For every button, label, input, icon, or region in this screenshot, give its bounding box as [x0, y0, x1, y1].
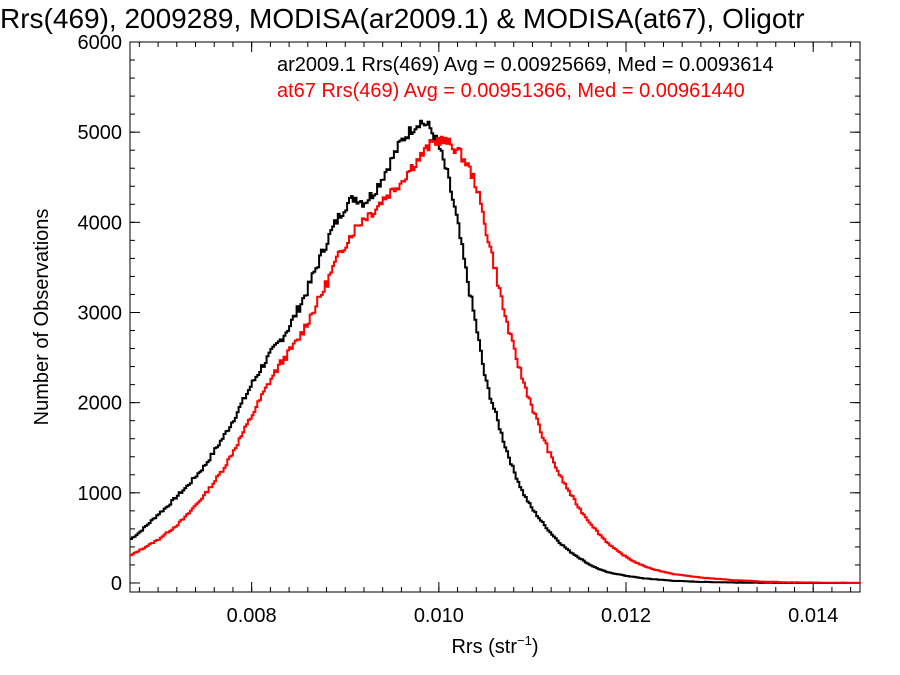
y-tick-label: 1000 — [78, 483, 123, 505]
y-tick-label: 5000 — [78, 122, 123, 144]
y-tick-label: 3000 — [78, 302, 123, 324]
data-series — [130, 119, 861, 584]
x-tick-label: 0.008 — [227, 605, 277, 627]
chart-title: Rrs(469), 2009289, MODISA(ar2009.1) & MO… — [0, 3, 805, 34]
legend-entry-1: at67 Rrs(469) Avg = 0.00951366, Med = 0.… — [277, 80, 745, 102]
legend: ar2009.1 Rrs(469) Avg = 0.00925669, Med … — [277, 54, 774, 102]
series-line-1 — [130, 135, 861, 584]
y-tick-label: 4000 — [78, 212, 123, 234]
x-tick-label: 0.014 — [788, 605, 838, 627]
plot-axes — [129, 41, 861, 593]
y-tick-label: 0 — [111, 573, 122, 595]
y-axis-label: Number of Observations — [31, 209, 53, 426]
tick-labels: 0.008 0.010 0.012 0.014 0 1000 2000 3000 4000 500… — [78, 32, 839, 627]
y-tick-label: 2000 — [78, 393, 123, 415]
x-tick-label: 0.010 — [414, 605, 464, 627]
axis-labels: Rrs (str−1) Number of Observations — [31, 209, 539, 658]
plot-frame — [129, 41, 861, 593]
x-axis-label: Rrs (str−1) — [451, 633, 538, 658]
y-tick-label: 6000 — [78, 32, 123, 54]
x-tick-label: 0.012 — [601, 605, 651, 627]
legend-entry-0: ar2009.1 Rrs(469) Avg = 0.00925669, Med … — [277, 54, 774, 76]
tick-marks — [130, 41, 860, 592]
series-line-0 — [130, 119, 860, 584]
